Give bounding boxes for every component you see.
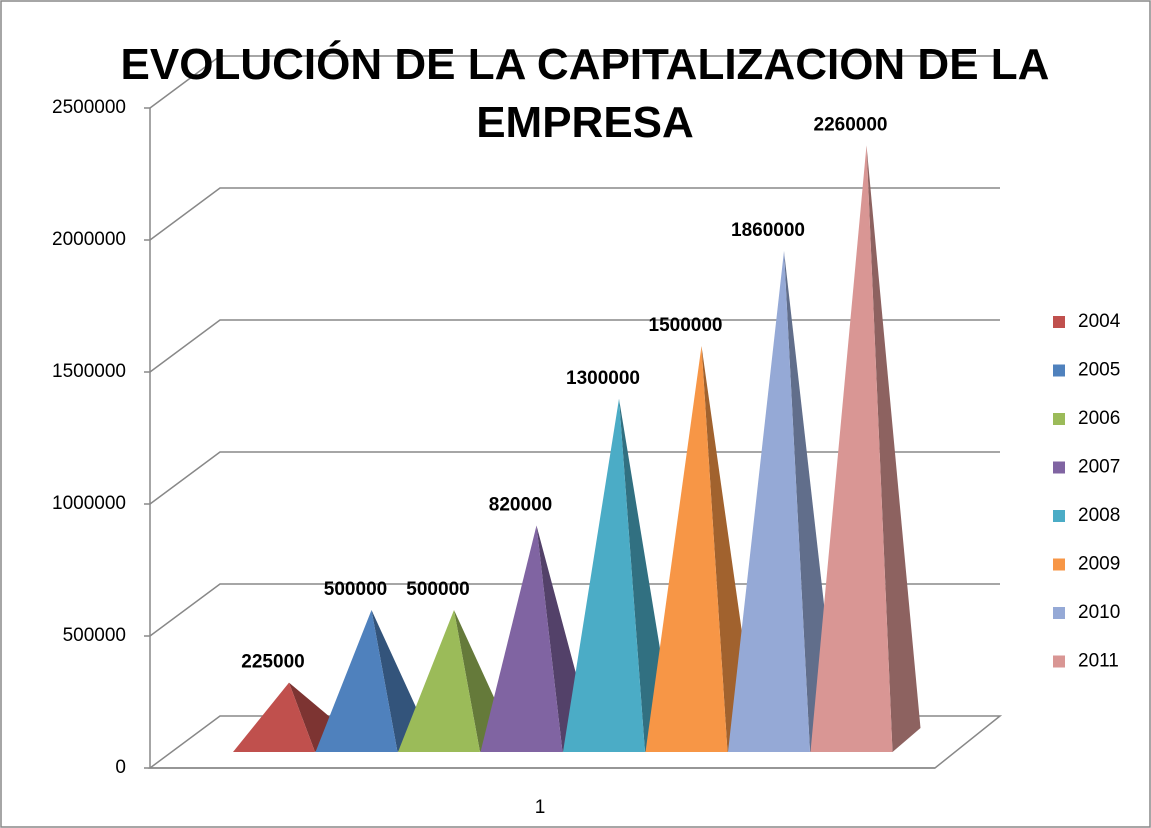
data-label: 820000: [489, 495, 552, 516]
legend-swatch: [1053, 558, 1065, 571]
legend-label: 2007: [1078, 457, 1120, 478]
grid-line: [149, 319, 1000, 373]
legend-label: 2010: [1078, 602, 1120, 623]
pyramid-front: [645, 346, 728, 752]
legend-label: 2011: [1078, 651, 1119, 672]
grid-line: [149, 55, 1000, 109]
legend-label: 2005: [1078, 360, 1120, 381]
pyramid-front: [233, 682, 315, 752]
grid-line: [149, 583, 1000, 637]
chart-title: EVOLUCIÓN DE LA CAPITALIZACION DE LA EMP…: [120, 40, 1050, 147]
y-tick-label: 1500000: [52, 361, 126, 382]
data-label: 1500000: [649, 315, 723, 336]
y-tick-label: 1000000: [52, 493, 126, 514]
grid-line: [149, 187, 1000, 241]
legend-swatch: [1053, 461, 1065, 474]
y-tick-label: 500000: [63, 625, 126, 646]
pyramid-front: [315, 610, 398, 752]
data-label: 225000: [241, 652, 304, 673]
y-tick-label: 0: [115, 757, 126, 778]
legend-label: 2009: [1078, 554, 1120, 575]
y-tick-label: 2000000: [52, 229, 126, 250]
legend-label: 2006: [1078, 408, 1120, 429]
data-label: 500000: [406, 579, 469, 600]
data-label: 500000: [324, 579, 387, 600]
legend-swatch: [1053, 316, 1065, 328]
pyramid: [810, 145, 921, 753]
legend-label: 2004: [1078, 311, 1121, 332]
legend-label: 2008: [1078, 505, 1120, 526]
legend-swatch: [1053, 607, 1065, 619]
pyramid-front: [563, 398, 645, 752]
legend-swatch: [1053, 364, 1065, 377]
x-tick-label: 1: [535, 797, 546, 818]
data-label: 1300000: [566, 368, 640, 389]
pyramid-front: [728, 250, 810, 752]
pyramid-side: [866, 145, 921, 753]
legend-swatch: [1053, 510, 1065, 522]
legend-swatch: [1053, 655, 1065, 668]
legend-swatch: [1053, 413, 1065, 425]
data-label: 2260000: [814, 114, 888, 135]
y-tick-label: 2500000: [52, 97, 126, 118]
pyramid-front: [810, 145, 893, 753]
pyramid-front: [398, 610, 480, 752]
pyramid-front: [480, 525, 563, 752]
grid-line: [149, 451, 1000, 505]
data-label: 1860000: [731, 220, 805, 241]
